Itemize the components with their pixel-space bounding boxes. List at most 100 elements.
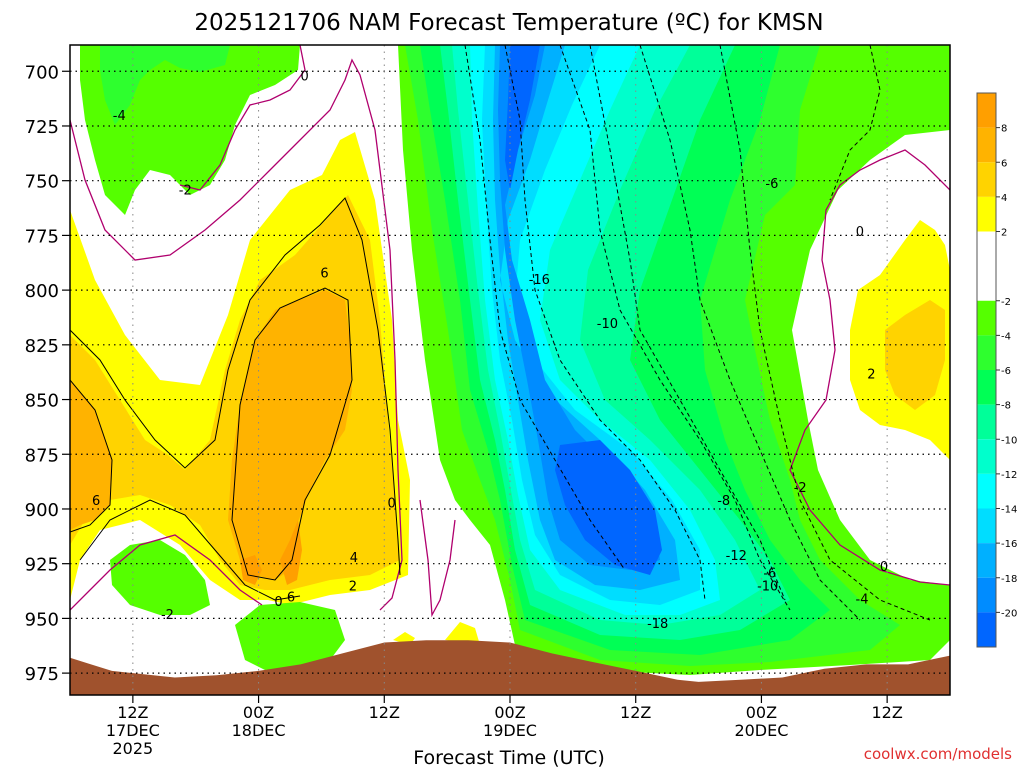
contour-label: -10 (757, 580, 778, 595)
colorbar-band (977, 473, 996, 509)
field-band-warm-orange (70, 290, 352, 580)
colorbar-label: -18 (1001, 574, 1017, 585)
x-tick-label: 00Z (243, 703, 274, 722)
colorbar-label: -2 (1001, 297, 1011, 308)
contour-line-warm-4 (79, 499, 301, 601)
contour-line-warm-3 (231, 287, 353, 581)
colorbar-label: -4 (1001, 331, 1011, 342)
contour-label: 0 (856, 225, 864, 240)
field-band-cold-pocket-lower-left (110, 540, 210, 615)
contour-label: -2 (161, 608, 174, 623)
colorbar-band (977, 162, 996, 197)
contour-label: -6 (765, 177, 778, 192)
y-tick-label: 750 (25, 172, 59, 193)
colorbar-band (977, 439, 996, 474)
colorbar-band (977, 577, 996, 613)
y-tick-label: 725 (25, 117, 59, 138)
colorbar-label: -14 (1001, 505, 1017, 516)
field-band-darker-blue (498, 45, 660, 570)
x-tick-label: 2025 (112, 739, 153, 758)
grid-lines (70, 45, 950, 695)
temperature-field (70, 45, 950, 675)
field-band-warm-deep-orange (240, 520, 302, 585)
y-tick-label: 800 (25, 281, 59, 302)
y-tick-label: 975 (25, 664, 59, 685)
contour-zero-line-left (70, 58, 403, 611)
colorbar-band (977, 300, 996, 336)
contour-zero-line-middle (419, 499, 456, 618)
x-tick-label: 12Z (117, 703, 148, 722)
x-tick-label: 12Z (620, 703, 651, 722)
contour-label: -4 (113, 109, 126, 124)
colorbar-label: -6 (1001, 366, 1011, 377)
contour-label: -2 (794, 481, 807, 496)
credit-text: coolwx.com/models (864, 745, 1012, 763)
contour-label: 0 (880, 560, 888, 575)
field-band-deep-blue (505, 45, 662, 575)
field-band-warm-pocket-right-gold (885, 300, 945, 410)
y-tick-label: 875 (25, 445, 59, 466)
x-tick-label: 19DEC (483, 721, 537, 740)
colorbar-band (977, 543, 996, 578)
contour-label: -12 (726, 549, 747, 564)
colorbar-band (977, 370, 996, 405)
colorbar-label: -10 (1001, 435, 1017, 446)
colorbar-band (977, 127, 996, 163)
colorbar-label: -12 (1001, 470, 1017, 481)
contour-label: 2 (867, 367, 875, 382)
contour-label: 0 (274, 595, 282, 610)
contour-label: -8 (717, 494, 730, 509)
colorbar-label: -16 (1001, 539, 1017, 550)
contour-label: -16 (529, 273, 550, 288)
contour-label: -6 (763, 566, 776, 581)
colorbar-label: 6 (1001, 158, 1007, 169)
chart-title: 2025121706 NAM Forecast Temperature (ºC)… (194, 10, 823, 36)
contour-label: 4 (350, 551, 358, 566)
y-tick-label: 825 (25, 336, 59, 357)
y-tick-label: 775 (25, 226, 59, 247)
x-tick-label: 17DEC (106, 721, 160, 740)
contour-zero-line-upper (179, 45, 306, 191)
y-tick-label: 850 (25, 391, 59, 412)
contour-line-cold-7 (829, 45, 881, 201)
contour-label: 6 (287, 591, 295, 606)
x-axis-title: Forecast Time (UTC) (413, 747, 604, 768)
x-tick-label: 12Z (369, 703, 400, 722)
x-tick-label: 18DEC (232, 721, 286, 740)
contour-labels: 0-4-266 0-16-10-602-2-8-12-6-100-4-18-242… (92, 70, 888, 632)
contour-label: 6 (92, 494, 100, 509)
contour-line-cold-6 (589, 45, 786, 601)
field-band-blue (493, 45, 680, 590)
x-tick-label: 20DEC (734, 721, 788, 740)
x-tick-label: 00Z (746, 703, 777, 722)
colorbar-label: 8 (1001, 124, 1007, 135)
colorbar-band (977, 231, 996, 301)
colorbar-band (977, 612, 996, 647)
colorbar-band (977, 196, 996, 232)
colorbar-band (977, 335, 996, 370)
contour-label: -10 (597, 317, 618, 332)
contour-line-warm-1 (70, 197, 401, 576)
x-tick-label: 00Z (494, 703, 525, 722)
y-axis: 700 725 750 775 800 825 850 875 900 925 950 975 (25, 62, 70, 685)
colorbar-label: -8 (1001, 401, 1011, 412)
y-tick-label: 700 (25, 62, 59, 83)
colorbar-band (977, 404, 996, 440)
colorbar-band (977, 508, 996, 544)
contour-label: -18 (647, 617, 668, 632)
colorbar-label: -20 (1001, 608, 1017, 619)
colorbar-label: 2 (1001, 228, 1007, 239)
contour-label: 2 (349, 580, 357, 595)
contour-label: 6 (320, 267, 328, 282)
colorbar-label: 4 (1001, 193, 1007, 204)
terrain-surface (70, 640, 950, 695)
contour-label: 0 (301, 70, 309, 85)
contour-lines (70, 45, 950, 621)
x-tick-label: 12Z (871, 703, 902, 722)
contour-zero-line-lower (70, 534, 263, 611)
y-tick-label: 925 (25, 555, 59, 576)
contour-label: -2 (179, 183, 192, 198)
